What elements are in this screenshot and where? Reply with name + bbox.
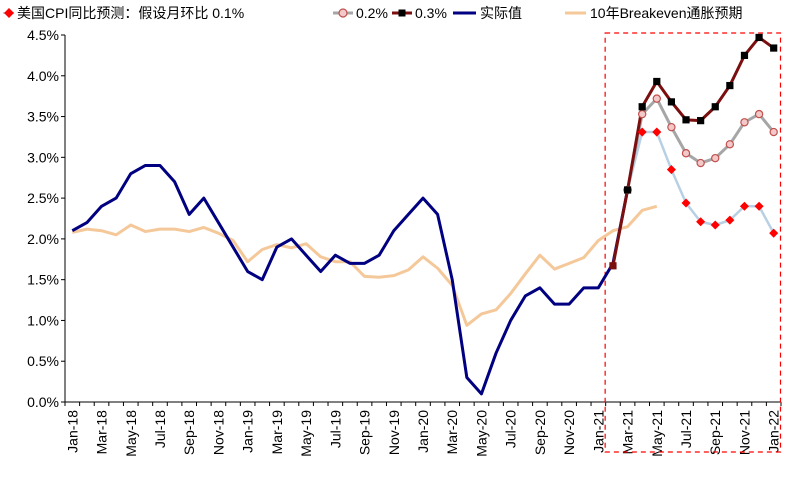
y-tick-label: 4.5%	[27, 27, 59, 43]
data-point-0.3	[740, 51, 749, 59]
x-tick-label: Mar-21	[620, 410, 636, 455]
x-tick-label: May-21	[649, 410, 665, 457]
y-tick-label: 1.0%	[27, 312, 59, 328]
x-tick-label: Mar-19	[269, 410, 285, 455]
data-point-0.2	[740, 118, 749, 127]
y-tick-label: 2.5%	[27, 190, 59, 206]
data-point-0.2	[652, 94, 661, 103]
x-tick-label: May-18	[123, 410, 139, 457]
legend-label-breakeven: 10年Breakeven通胀预期	[590, 5, 743, 21]
x-tick-label: Jan-20	[415, 410, 431, 453]
y-tick-label: 4.0%	[27, 68, 59, 84]
legend-label-0.3: 0.3%	[415, 5, 447, 21]
x-tick-label: Sep-19	[357, 410, 373, 455]
y-tick-label: 2.0%	[27, 231, 59, 247]
data-point-0.3	[726, 81, 734, 90]
data-point-0.2	[754, 109, 764, 119]
x-tick-label: Jan-19	[240, 410, 256, 453]
data-point-0.3	[755, 33, 763, 42]
data-point-0.3	[623, 186, 632, 194]
diamond-marker-icon	[4, 8, 14, 18]
legend-label-0.1: 美国CPI同比预测：假设月环比 0.1%	[17, 5, 244, 21]
x-tick-label: Mar-20	[444, 410, 460, 455]
x-tick-label: Jan-22	[766, 410, 782, 453]
legend-item-0.3: 0.3%	[392, 5, 447, 21]
x-tick-label: Nov-20	[561, 410, 577, 455]
data-point-0.3	[697, 117, 705, 125]
data-point-0.3	[667, 98, 676, 106]
data-point-0.2	[725, 140, 735, 149]
y-tick-label: 3.5%	[27, 109, 59, 125]
x-tick-label: Mar-18	[94, 410, 110, 455]
data-point-0.2	[681, 149, 691, 158]
x-tick-label: May-20	[473, 410, 489, 457]
x-tick-label: Sep-20	[532, 410, 548, 455]
x-tick-label: Jul-20	[503, 410, 519, 448]
plot-area	[71, 32, 782, 453]
legend: 美国CPI同比预测：假设月环比 0.1% 0.2% 0.3% 实际值 10年Br…	[3, 5, 743, 21]
data-point-0.1	[666, 165, 676, 175]
x-tick-label: Sep-21	[707, 410, 723, 455]
x-tick-label: Jul-21	[678, 410, 694, 448]
legend-item-breakeven: 10年Breakeven通胀预期	[565, 5, 743, 21]
legend-label-0.2: 0.2%	[356, 5, 388, 21]
legend-item-0.1: 美国CPI同比预测：假设月环比 0.1%	[3, 5, 244, 21]
data-point-0.2	[769, 127, 778, 137]
x-tick-label: Jan-18	[64, 410, 80, 453]
x-tick-label: Jan-21	[590, 410, 606, 453]
data-point-0.3	[770, 44, 778, 52]
data-point-0.1	[725, 215, 735, 225]
data-point-0.3	[711, 103, 719, 111]
data-point-0.1	[652, 127, 662, 137]
series-line-10年Breakeven通胀预期	[71, 204, 658, 327]
x-tick-label: Jul-19	[327, 410, 343, 448]
y-axis: 0.0% 0.5% 1.0% 1.5% 2.0% 2.5% 3.0% 3.5% 4.0% 4.5%	[27, 27, 66, 410]
data-point-0.1	[769, 228, 779, 238]
x-tick-label: Nov-21	[736, 410, 752, 455]
legend-item-actual: 实际值	[453, 5, 522, 21]
y-tick-label: 3.0%	[27, 149, 59, 165]
x-tick-label: May-19	[298, 410, 314, 457]
circle-marker-icon	[338, 8, 348, 18]
data-point-0.2	[711, 153, 720, 163]
data-point-0.1	[739, 201, 749, 211]
y-tick-label: 1.5%	[27, 272, 59, 288]
data-point-0.2	[637, 109, 647, 119]
y-tick-label: 0.0%	[27, 394, 59, 410]
data-point-0.3	[638, 103, 646, 111]
x-tick-label: Sep-18	[181, 410, 197, 455]
forecast-highlight-box	[604, 32, 782, 453]
x-axis: Jan-18 Mar-18 May-18 Jul-18 Sep-18 Nov-18 Jan-…	[64, 401, 782, 457]
x-tick-label: Nov-19	[386, 410, 402, 455]
series-line-0.2%	[626, 97, 775, 191]
data-point-0.3	[653, 77, 661, 86]
data-point-0.1	[681, 198, 691, 208]
forecast-join-line	[611, 189, 630, 267]
forecast-start-marker	[609, 262, 617, 270]
data-point-0.1	[754, 201, 764, 211]
y-tick-label: 0.5%	[27, 353, 59, 369]
square-marker-icon	[398, 9, 406, 17]
legend-item-0.2: 0.2%	[333, 5, 388, 21]
x-tick-label: Jul-18	[152, 410, 168, 448]
legend-label-actual: 实际值	[480, 5, 522, 21]
data-point-0.2	[667, 122, 676, 132]
data-point-0.1	[696, 217, 706, 227]
data-point-0.1	[710, 220, 720, 230]
data-point-0.2	[696, 158, 705, 168]
data-point-0.3	[682, 116, 690, 124]
data-point-0.1	[637, 127, 647, 137]
x-tick-label: Nov-18	[210, 410, 226, 455]
series-line-实际值	[71, 163, 630, 396]
